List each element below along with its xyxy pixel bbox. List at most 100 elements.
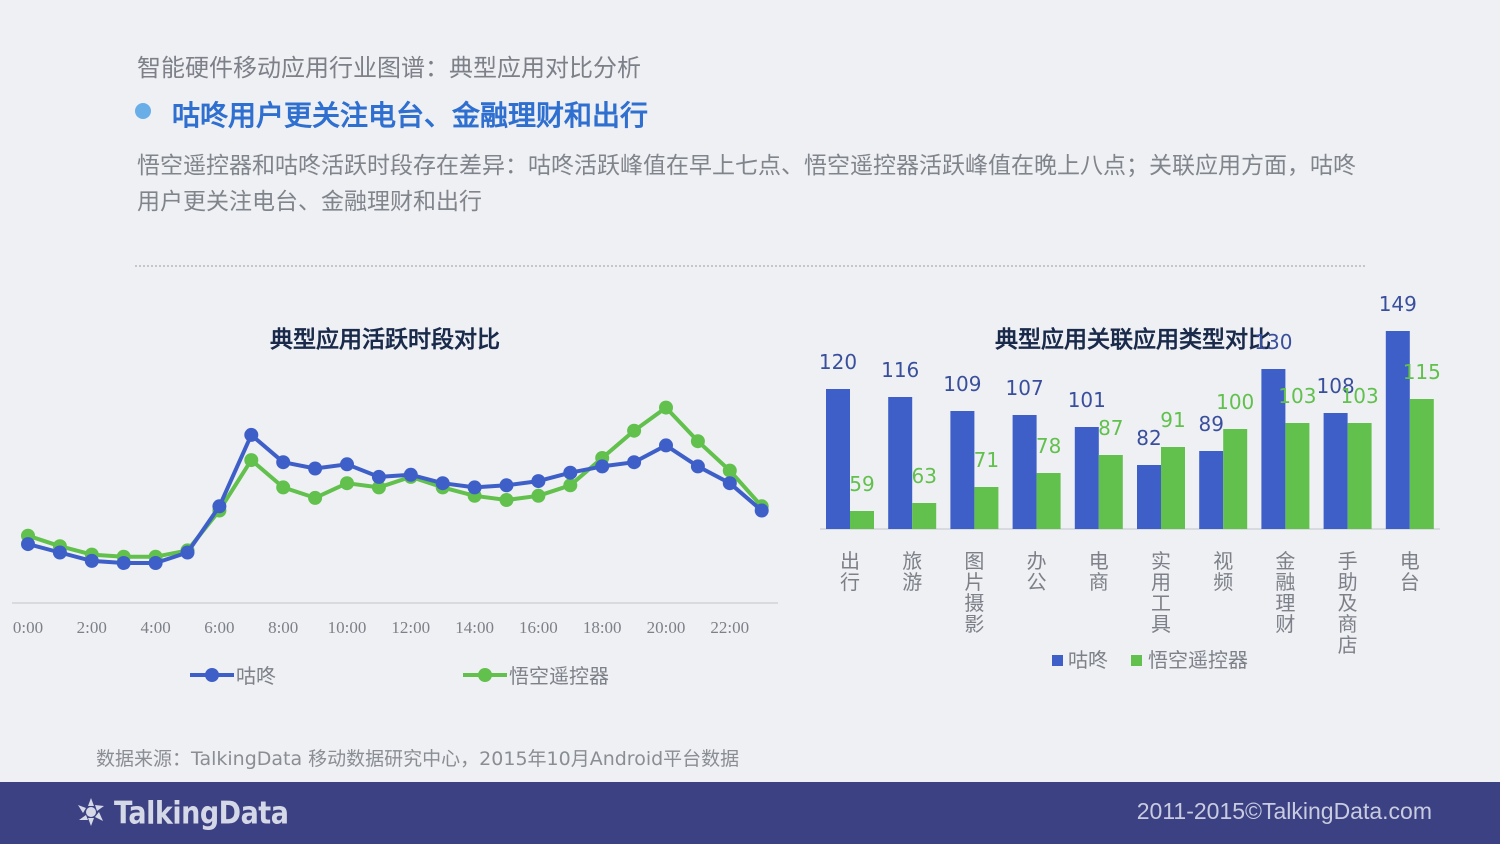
line-point-gudong <box>116 556 131 570</box>
bar-value-label-wukong: 71 <box>974 448 999 472</box>
line-point-gudong <box>435 476 450 491</box>
bar-legend-swatch-gudong <box>1052 655 1063 666</box>
line-point-wukong <box>531 488 546 503</box>
line-chart-x-tick-label: 14:00 <box>455 618 494 637</box>
line-point-wukong <box>659 400 673 415</box>
page-headline: 咕咚用户更关注电台、金融理财和出行 <box>172 99 649 132</box>
line-point-gudong <box>84 553 99 568</box>
bar-gudong <box>1323 413 1348 529</box>
bar-gudong <box>888 397 913 529</box>
section-divider <box>135 265 1365 267</box>
bar-value-label-wukong: 87 <box>1098 416 1123 440</box>
bar-value-label-gudong: 108 <box>1317 374 1355 398</box>
bar-wukong <box>1036 473 1061 529</box>
bar-category-label: 办公 <box>1027 549 1047 594</box>
line-chart-x-tick-label: 12:00 <box>391 618 430 637</box>
bar-category-label: 手助及商店 <box>1338 549 1358 657</box>
line-point-gudong <box>340 457 354 472</box>
line-point-gudong <box>467 480 482 495</box>
line-point-gudong <box>52 545 67 560</box>
line-point-wukong <box>690 434 705 449</box>
brand-logo: TalkingData <box>74 795 289 831</box>
bar-wukong <box>1409 399 1434 529</box>
line-point-gudong <box>531 474 546 489</box>
line-point-wukong <box>371 480 386 495</box>
bar-value-label-wukong: 103 <box>1278 384 1316 408</box>
bar-value-label-gudong: 109 <box>943 372 981 396</box>
line-legend-label: 悟空遥控器 <box>509 664 609 688</box>
line-point-gudong <box>148 556 163 570</box>
bar-legend-label: 咕咚 <box>1068 648 1108 672</box>
bar-value-label-wukong: 78 <box>1036 434 1061 458</box>
bar-value-label-gudong: 82 <box>1136 426 1161 450</box>
bar-gudong <box>826 389 850 529</box>
bar-wukong <box>912 503 937 529</box>
bar-gudong <box>1385 331 1410 529</box>
brand-logo-icon <box>78 798 104 826</box>
line-chart-title: 典型应用活跃时段对比 <box>270 327 500 353</box>
bar-value-label-gudong: 130 <box>1254 330 1292 354</box>
bar-wukong <box>1285 423 1310 529</box>
bar-legend-swatch-wukong <box>1131 655 1142 666</box>
bar-value-label-wukong: 115 <box>1403 360 1441 384</box>
bar-value-label-wukong: 59 <box>849 472 874 496</box>
line-chart-x-tick-label: 10:00 <box>328 618 367 637</box>
bar-value-label-gudong: 149 <box>1379 292 1417 316</box>
line-point-wukong <box>340 476 354 491</box>
bar-value-label-gudong: 89 <box>1198 412 1223 436</box>
bar-category-label: 实用工具 <box>1151 549 1171 636</box>
line-series-wukong <box>27 405 764 559</box>
page-supertitle: 智能硬件移动应用行业图谱：典型应用对比分析 <box>137 54 641 82</box>
bar-wukong <box>850 511 874 529</box>
data-source-note: 数据来源：TalkingData 移动数据研究中心，2015年10月Androi… <box>96 748 740 770</box>
bar-wukong <box>1098 455 1123 529</box>
bar-gudong <box>1012 415 1037 529</box>
line-legend-swatch-marker <box>478 668 492 682</box>
line-point-wukong <box>276 480 291 495</box>
line-point-wukong <box>308 490 323 505</box>
page-description: 悟空遥控器和咕咚活跃时段存在差异：咕咚活跃峰值在早上七点、悟空遥控器活跃峰值在晚… <box>137 153 1356 215</box>
line-point-gudong <box>659 438 673 453</box>
line-point-gudong <box>499 478 514 493</box>
line-chart-x-tick-label: 6:00 <box>204 618 234 637</box>
bar-category-label: 出行 <box>840 549 860 594</box>
bar-gudong <box>950 411 975 529</box>
bar-value-label-gudong: 116 <box>881 358 919 382</box>
line-point-gudong <box>690 459 705 474</box>
line-chart-x-tick-label: 4:00 <box>140 618 170 637</box>
line-point-gudong <box>244 427 259 442</box>
line-chart-x-tick-label: 20:00 <box>647 618 686 637</box>
bar-value-label-gudong: 120 <box>819 350 857 374</box>
line-point-wukong <box>627 423 642 438</box>
charts-canvas: 0:00 2:00 4:00 6:00 8:00 10:00 12:00 14:00 16:00… <box>12 292 1441 688</box>
line-point-gudong <box>563 465 578 480</box>
bar-category-label: 电台 <box>1400 549 1420 594</box>
brand-logo-text: TalkingData <box>114 795 289 831</box>
copyright-text: 2011-2015©TalkingData.com <box>1136 798 1432 824</box>
bar-value-label-gudong: 107 <box>1006 376 1044 400</box>
line-point-wukong <box>499 493 514 507</box>
bar-gudong <box>1074 427 1099 529</box>
footer-bar: TalkingData 2011-2015©TalkingData.com <box>0 782 1500 844</box>
bar-wukong <box>1223 429 1248 529</box>
bar-chart-title: 典型应用关联应用类型对比 <box>995 327 1271 353</box>
bar-category-label: 旅游 <box>902 549 922 594</box>
line-point-gudong <box>180 545 195 560</box>
bar-value-label-wukong: 91 <box>1160 408 1185 432</box>
line-point-gudong <box>595 459 610 474</box>
bar-gudong <box>1261 369 1286 529</box>
line-point-gudong <box>276 455 291 470</box>
bar-category-label: 金融理财 <box>1275 549 1295 636</box>
line-legend-swatch-marker <box>205 668 219 682</box>
bar-value-label-wukong: 100 <box>1216 390 1254 414</box>
line-point-gudong <box>754 503 769 518</box>
line-point-gudong <box>722 476 737 491</box>
bar-value-label-wukong: 103 <box>1341 384 1379 408</box>
bar-wukong <box>1347 423 1372 529</box>
line-series-gudong <box>27 432 764 565</box>
bar-gudong <box>1199 451 1224 529</box>
line-point-gudong <box>371 469 386 484</box>
line-point-wukong <box>563 478 578 493</box>
bar-wukong <box>974 487 999 529</box>
line-chart-x-tick-label: 18:00 <box>583 618 622 637</box>
